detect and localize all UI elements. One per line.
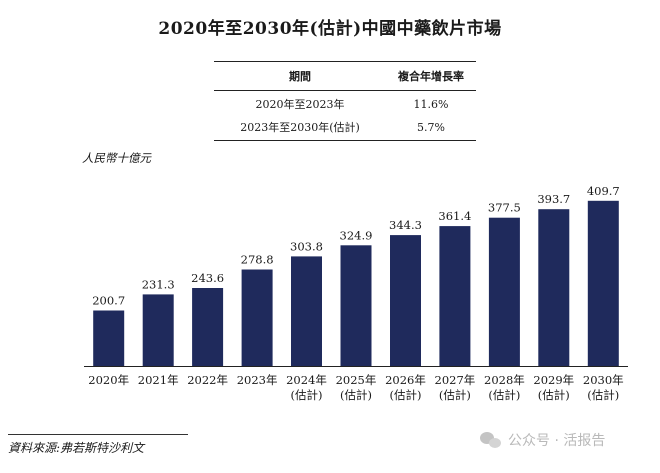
bar-value-label: 278.8 — [241, 253, 274, 267]
bar — [142, 294, 174, 366]
x-tick-label: (估計) — [340, 388, 372, 402]
cagr-row: 2020年至2023年 11.6% — [214, 91, 476, 115]
bar-value-label: 231.3 — [142, 277, 175, 291]
x-tick-label: 2027年 — [435, 373, 476, 387]
cagr-header-row: 期間 複合年增長率 — [214, 61, 476, 91]
wechat-icon — [480, 431, 502, 449]
y-unit-label: 人民幣十億元 — [82, 151, 151, 165]
x-tick-label: (估計) — [390, 388, 422, 402]
bar — [587, 200, 619, 366]
cagr-rate-cell: 5.7% — [386, 114, 476, 141]
cagr-header-period: 期間 — [214, 61, 386, 91]
x-tick-label: 2020年 — [88, 373, 129, 387]
cagr-rate-cell: 11.6% — [413, 97, 449, 111]
bar — [192, 288, 224, 366]
bar-value-label: 303.8 — [290, 239, 323, 253]
x-tick-label: 2025年 — [336, 373, 377, 387]
x-tick-label: (估計) — [488, 388, 520, 402]
bar — [538, 209, 570, 366]
bar — [93, 310, 125, 366]
bar — [390, 235, 421, 366]
x-tick-label: (估計) — [587, 388, 619, 402]
x-tick-label: 2021年 — [138, 373, 179, 387]
bar-value-label: 377.5 — [488, 201, 521, 215]
bar — [488, 217, 520, 366]
cagr-period-cell: 2020年至2023年 — [255, 98, 345, 111]
cagr-row: 2023年至2030年(估計) 5.7% — [214, 114, 476, 141]
watermark: 公众号 · 活报告 — [480, 430, 605, 450]
x-tick-label: 2029年 — [533, 373, 574, 387]
source-note: 資料來源:弗若斯特沙利文 — [8, 434, 188, 456]
x-tick-label: (估計) — [291, 388, 323, 402]
x-tick-label: 2026年 — [385, 373, 426, 387]
bar-value-label: 393.7 — [537, 192, 570, 206]
x-tick-label: (估計) — [538, 388, 570, 402]
bar — [291, 256, 322, 366]
x-tick-label: (估計) — [439, 388, 471, 402]
cagr-header-rate: 複合年增長率 — [386, 61, 476, 91]
bar-value-label: 243.6 — [191, 271, 224, 285]
x-tick-label: 2023年 — [237, 373, 278, 387]
bar-value-label: 324.9 — [340, 228, 373, 242]
bar — [340, 245, 372, 366]
chart-title: 2020年至2030年(估計)中國中藥飲片市場 — [158, 19, 502, 39]
x-tick-label: 2024年 — [286, 373, 327, 387]
x-tick-label: 2028年 — [484, 373, 525, 387]
bar — [439, 226, 471, 366]
watermark-text: 公众号 · 活报告 — [508, 433, 606, 449]
cagr-table: 期間 複合年增長率 2020年至2023年 11.6% 2023年至2030年(… — [214, 61, 476, 141]
bar-value-label: 361.4 — [438, 209, 471, 223]
bar-value-label: 409.7 — [587, 184, 620, 198]
bar-value-label: 344.3 — [389, 218, 422, 232]
bar-value-label: 200.7 — [92, 294, 125, 308]
bar — [241, 269, 273, 366]
x-tick-label: 2022年 — [187, 373, 228, 387]
cagr-period-cell: 2023年至2030年(估計) — [214, 114, 386, 141]
x-tick-label: 2030年 — [583, 373, 624, 387]
